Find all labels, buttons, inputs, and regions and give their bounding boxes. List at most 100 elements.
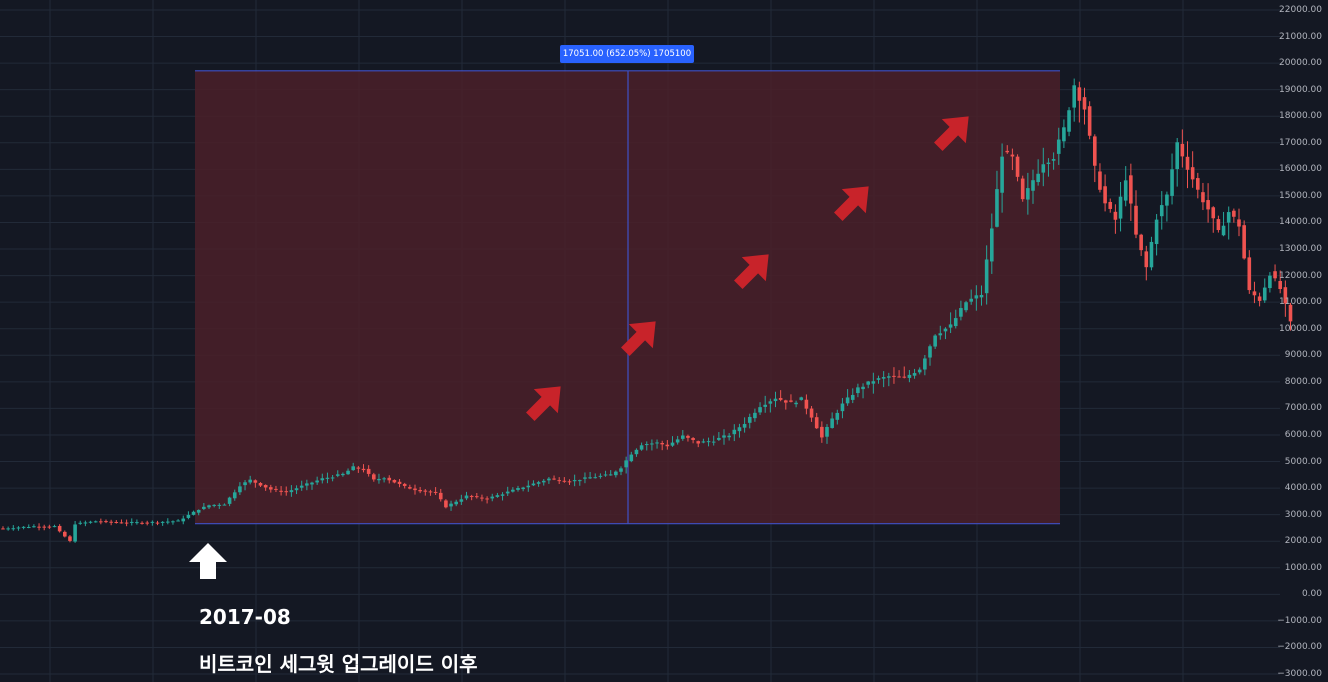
candle-body <box>480 497 484 499</box>
candle-body <box>984 259 989 294</box>
y-tick-label: 2000.00 <box>1284 536 1322 547</box>
candle-body <box>202 506 206 509</box>
candle-body <box>1098 171 1102 190</box>
candle-body <box>490 496 495 499</box>
candle-body <box>845 397 850 404</box>
candle-body <box>1201 192 1205 203</box>
y-tick-label: −3000.00 <box>1277 669 1322 679</box>
candle-body <box>1211 207 1216 219</box>
candle-body <box>907 374 912 378</box>
candle-body <box>16 527 21 529</box>
candle-body <box>11 528 16 530</box>
candle-body <box>953 318 958 327</box>
candle-body <box>902 376 907 378</box>
candle-body <box>547 478 551 481</box>
candle-body <box>974 295 979 299</box>
candle-body <box>37 526 41 528</box>
candle-body <box>42 526 46 528</box>
candle-body <box>1056 139 1061 154</box>
candle-body <box>140 522 144 524</box>
candle-body <box>1273 271 1277 279</box>
up-right-arrow-icon <box>621 321 656 356</box>
arrow-shape <box>189 543 227 579</box>
candle-body <box>341 473 345 476</box>
candle-body <box>73 524 77 542</box>
candle-body <box>979 294 984 298</box>
candle-body <box>825 426 829 437</box>
candle-body <box>969 298 973 302</box>
candle-body <box>1283 287 1288 304</box>
candle-body <box>6 528 10 530</box>
candle-body <box>521 487 525 490</box>
candle-body <box>701 441 706 443</box>
candle-body <box>809 408 814 418</box>
candle-body <box>588 477 592 479</box>
y-tick-label: −2000.00 <box>1277 642 1322 653</box>
candle-body <box>799 397 804 400</box>
y-tick-label: 11000.00 <box>1279 297 1322 308</box>
candle-body <box>639 445 644 450</box>
candle-body <box>912 373 917 376</box>
candle-body <box>269 487 273 490</box>
candle-body <box>1123 180 1128 201</box>
candle-body <box>346 470 350 475</box>
candle-body <box>423 490 428 492</box>
candle-body <box>794 402 798 405</box>
candle-body <box>768 401 773 404</box>
candle-body <box>418 489 422 492</box>
y-tick-label: 7000.00 <box>1284 403 1322 414</box>
candle-body <box>449 503 453 507</box>
candle-body <box>665 444 670 447</box>
candle-body <box>608 474 613 476</box>
candle-body <box>1015 156 1020 177</box>
candle-body <box>160 521 165 523</box>
candle-body <box>583 477 587 479</box>
candle-body <box>681 435 685 439</box>
start-date-caption: 2017-08 <box>199 605 291 629</box>
candles <box>1 78 1293 543</box>
candle-body <box>176 520 180 522</box>
candle-body <box>784 400 788 403</box>
candle-body <box>1118 196 1123 219</box>
candle-body <box>1170 169 1174 196</box>
candle-body <box>166 521 170 523</box>
candle-body <box>717 437 721 440</box>
y-tick-label: 0.00 <box>1301 589 1322 600</box>
candle-body <box>830 418 834 428</box>
candle-body <box>1134 205 1138 235</box>
candle-body <box>217 504 222 506</box>
candle-body <box>948 324 953 328</box>
annotation-arrows <box>189 116 969 579</box>
candle-body <box>655 442 659 444</box>
y-tick-label: 15000.00 <box>1279 190 1322 201</box>
candle-body <box>727 435 731 438</box>
candle-body <box>454 501 458 505</box>
candle-body <box>1237 219 1241 227</box>
candle-body <box>500 494 505 496</box>
candle-body <box>789 400 793 402</box>
candle-body <box>1026 188 1030 200</box>
candle-body <box>181 518 186 522</box>
candle-body <box>1113 211 1118 220</box>
candle-body <box>145 522 149 524</box>
candle-body <box>464 495 469 499</box>
candle-body <box>706 441 711 443</box>
up-arrow-icon <box>189 543 227 579</box>
candle-body <box>438 492 443 500</box>
candle-body <box>1041 164 1046 173</box>
up-right-arrow-icon <box>734 254 769 289</box>
candle-body <box>413 488 417 491</box>
candle-body <box>840 403 845 412</box>
candle-body <box>1072 85 1076 108</box>
y-tick-label: 16000.00 <box>1279 164 1322 175</box>
up-right-arrow-icon <box>526 386 561 421</box>
y-tick-label: 20000.00 <box>1279 58 1322 69</box>
candle-body <box>284 491 289 493</box>
candle-body <box>1046 162 1051 164</box>
candle-body <box>1190 167 1195 180</box>
candle-body <box>531 483 536 486</box>
y-tick-label: 12000.00 <box>1279 270 1322 281</box>
candle-body <box>475 496 479 498</box>
candle-body <box>593 477 598 479</box>
candle-body <box>773 398 778 402</box>
